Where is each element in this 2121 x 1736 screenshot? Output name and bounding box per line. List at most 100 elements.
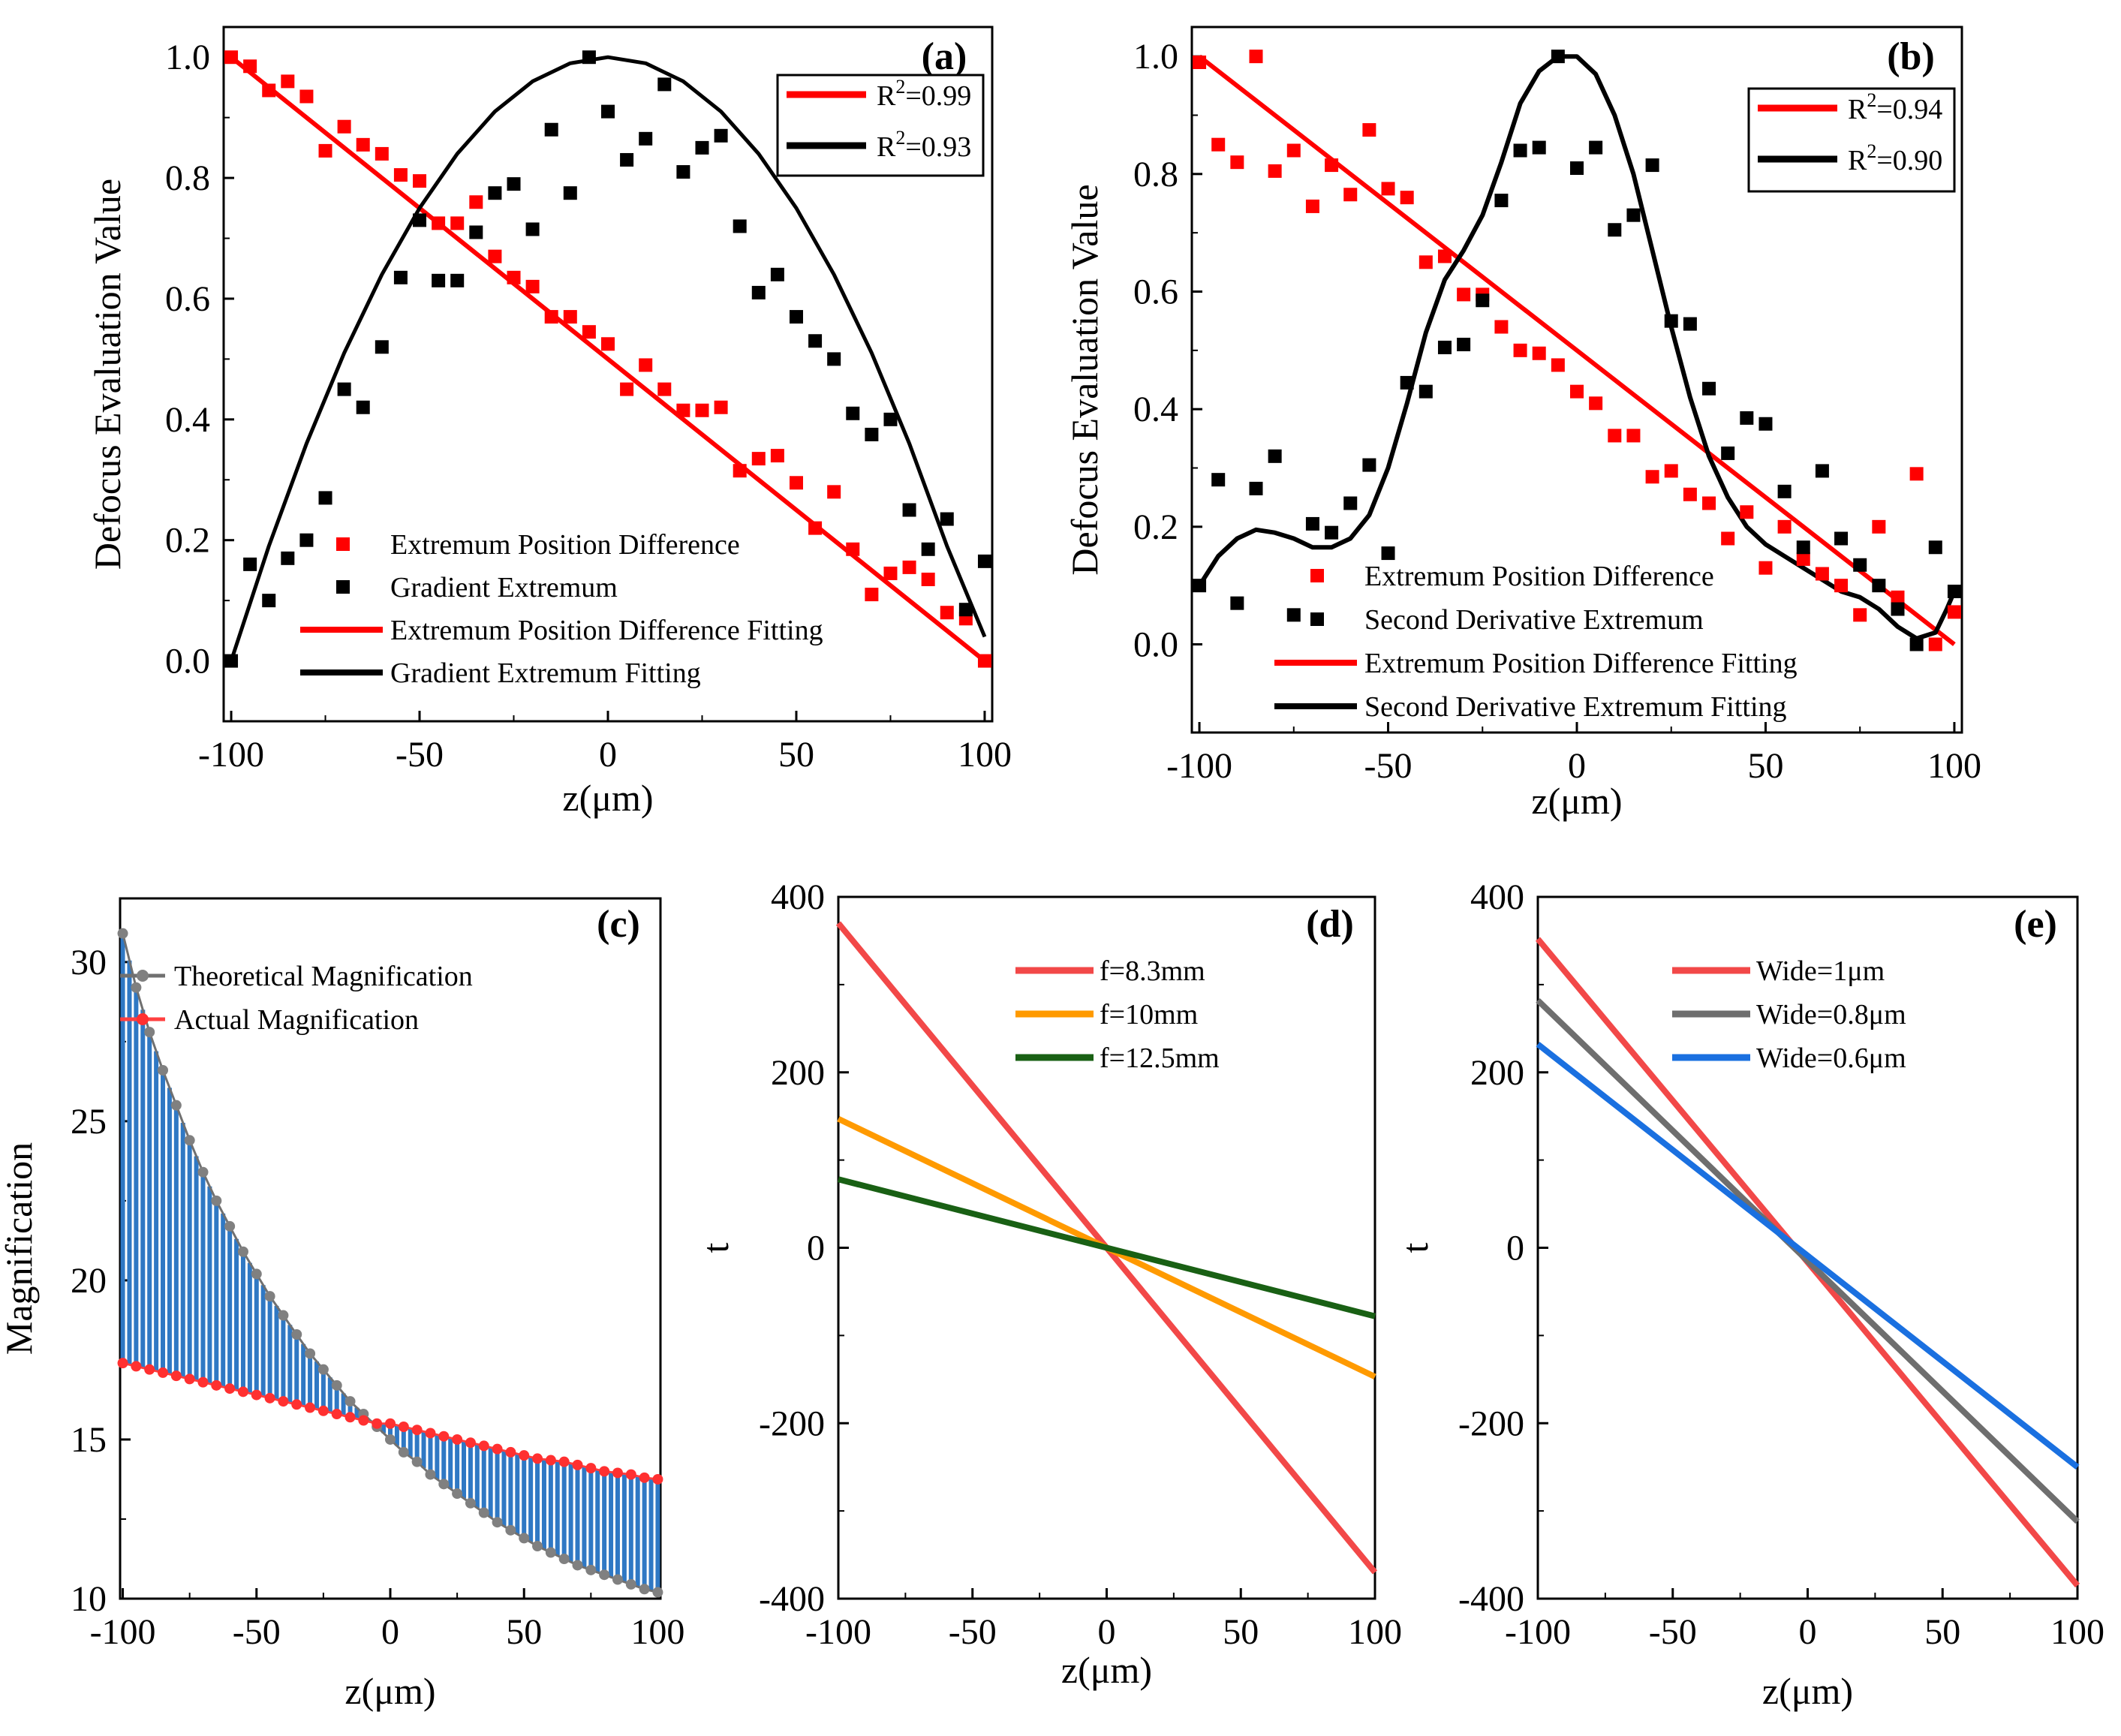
data-point xyxy=(1758,417,1773,431)
data-point xyxy=(1268,164,1282,178)
data-point xyxy=(808,521,823,535)
data-point xyxy=(1645,470,1659,484)
data-point xyxy=(1947,605,1961,619)
y-tick-label: 25 xyxy=(71,1102,107,1142)
data-point xyxy=(411,1425,423,1436)
data-point xyxy=(714,400,728,414)
data-layer xyxy=(1193,50,1961,651)
data-point xyxy=(243,59,257,74)
data-point xyxy=(1305,199,1319,213)
data-point xyxy=(1683,487,1697,501)
fit-stats-label: R2=0.90 xyxy=(1848,140,1942,176)
data-point xyxy=(1721,446,1735,460)
data-point xyxy=(344,1412,356,1423)
fit-stats-label: R2=0.99 xyxy=(877,76,971,112)
data-point xyxy=(291,1329,302,1340)
data-point xyxy=(519,1533,530,1544)
data-point xyxy=(1286,143,1301,158)
panel-tag: (a) xyxy=(922,35,967,78)
data-point xyxy=(1683,317,1697,331)
data-point xyxy=(1343,496,1358,510)
data-point xyxy=(676,165,690,179)
data-point xyxy=(264,1392,275,1404)
data-point xyxy=(1305,516,1319,531)
data-point xyxy=(505,1446,516,1458)
data-point xyxy=(1343,188,1358,202)
data-point xyxy=(902,503,916,517)
data-point xyxy=(1419,384,1433,399)
data-point xyxy=(625,1578,636,1590)
data-point xyxy=(131,982,142,993)
data-point xyxy=(144,1027,155,1038)
data-point xyxy=(940,512,954,526)
y-axis-label: t xyxy=(1394,1242,1436,1253)
data-point xyxy=(620,152,634,167)
data-point xyxy=(1362,458,1376,472)
data-point xyxy=(1740,411,1754,425)
data-point xyxy=(1230,596,1244,610)
data-point xyxy=(883,566,898,580)
y-tick-label: 0.6 xyxy=(165,279,210,319)
panel-b-chart: -100 -50 0 50 100 0.0 0.2 0.4 0.6 0.8 1.0 z(μm) Defo… xyxy=(1064,26,1981,822)
data-point xyxy=(714,128,728,143)
data-point xyxy=(278,1396,289,1407)
x-axis-label: z(μm) xyxy=(344,1670,435,1712)
legend-label: f=8.3mm xyxy=(1100,955,1205,987)
data-point xyxy=(1286,608,1301,622)
data-point xyxy=(1193,56,1207,69)
data-point xyxy=(492,1443,503,1455)
fit-stats-base: R xyxy=(877,80,896,112)
data-point xyxy=(450,273,465,287)
data-point xyxy=(1532,140,1546,155)
data-point xyxy=(224,50,239,65)
data-point xyxy=(582,50,596,65)
series-line xyxy=(1536,1042,2080,1470)
x-tick-label: -100 xyxy=(90,1612,156,1652)
panel-c-chart: -100 -50 0 50 100 10 15 20 25 30 z(μm) Magnificatio… xyxy=(0,897,684,1712)
data-point xyxy=(940,606,954,620)
data-point xyxy=(1740,505,1754,519)
data-point xyxy=(224,1220,236,1232)
data-point xyxy=(337,119,351,134)
data-point xyxy=(921,542,935,556)
data-point xyxy=(1437,249,1452,263)
data-point xyxy=(1721,531,1735,546)
data-point xyxy=(612,1467,623,1479)
data-point xyxy=(1834,531,1849,546)
legend-label: Extremum Position Difference Fitting xyxy=(1364,648,1798,679)
data-point xyxy=(532,1541,543,1552)
data-point xyxy=(1532,346,1546,360)
data-point xyxy=(331,1379,342,1391)
data-point xyxy=(224,654,239,668)
data-point xyxy=(1891,602,1905,616)
y-tick-label: -200 xyxy=(759,1404,825,1443)
data-point xyxy=(921,572,935,586)
legend-label: Wide=0.6μm xyxy=(1756,1043,1906,1074)
data-point xyxy=(237,1386,248,1398)
data-point xyxy=(1570,161,1584,175)
data-point xyxy=(751,285,766,299)
y-tick-label: 10 xyxy=(71,1579,107,1619)
data-point xyxy=(478,1507,489,1518)
data-point xyxy=(413,213,427,227)
data-point xyxy=(544,122,558,137)
data-point xyxy=(393,168,408,182)
fit-stats-label: R2=0.93 xyxy=(877,127,971,163)
data-point xyxy=(558,1553,570,1564)
data-point xyxy=(1758,561,1773,575)
fit-stats-value: =0.93 xyxy=(905,131,971,163)
data-point xyxy=(1589,140,1603,155)
legend-label: Extremum Position Difference xyxy=(1364,561,1714,592)
data-point xyxy=(545,1547,556,1558)
data-point xyxy=(1437,340,1452,354)
data-point xyxy=(525,222,540,236)
x-tick-label: -50 xyxy=(396,735,444,775)
data-point xyxy=(977,554,991,568)
data-point xyxy=(1608,223,1622,237)
x-axis-label: z(μm) xyxy=(1061,1649,1152,1691)
data-point xyxy=(170,1100,182,1111)
x-tick-label: 0 xyxy=(1799,1612,1817,1652)
y-tick-label: 0.2 xyxy=(1133,507,1178,547)
data-point xyxy=(652,1587,663,1598)
